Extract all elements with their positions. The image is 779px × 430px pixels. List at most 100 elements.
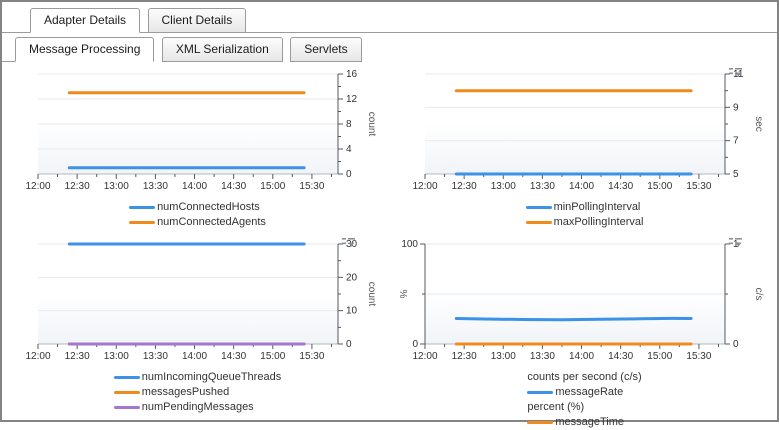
chart-canvas: 12:00 12:30 13:00 13:30 14:00 14:30 15:00 15:30… bbox=[25, 69, 377, 192]
svg-text:13:30: 13:30 bbox=[530, 351, 555, 362]
svg-text:13:30: 13:30 bbox=[143, 181, 168, 192]
chart-queue-and-messages: 12:00 12:30 13:00 13:30 14:00 14:30 15:00 15:30… bbox=[4, 234, 391, 430]
menu-lines-arrow-icon bbox=[342, 238, 355, 247]
chart-menu-icon[interactable] bbox=[729, 67, 742, 78]
svg-text:4: 4 bbox=[346, 144, 352, 155]
legend-line-swatch bbox=[113, 405, 140, 409]
legend-item-numConnectedAgents[interactable]: numConnectedAgents bbox=[129, 215, 266, 230]
chart-legend: numConnectedHosts numConnectedAgents bbox=[4, 200, 391, 230]
legend-item-label: numPendingMessages bbox=[141, 401, 254, 413]
svg-text:14:30: 14:30 bbox=[221, 351, 246, 362]
legend-line-swatch bbox=[113, 375, 140, 379]
chart-legend: numIncomingQueueThreads messagesPushed num… bbox=[4, 370, 391, 415]
tab-servlets[interactable]: Servlets bbox=[290, 37, 362, 62]
svg-text:13:30: 13:30 bbox=[143, 351, 168, 362]
legend-item-label: messagesPushed bbox=[141, 386, 230, 398]
legend-item-messagesPushed[interactable]: messagesPushed bbox=[113, 385, 281, 400]
chart-legend: counts per second (c/s) messageRate percen… bbox=[391, 370, 778, 430]
svg-text:15:00: 15:00 bbox=[647, 181, 672, 192]
legend-item-label: numIncomingQueueThreads bbox=[141, 371, 282, 383]
svg-text:14:30: 14:30 bbox=[608, 181, 633, 192]
legend-line-swatch bbox=[525, 220, 552, 224]
svg-text:13:00: 13:00 bbox=[491, 181, 516, 192]
svg-text:9: 9 bbox=[733, 102, 739, 113]
svg-text:16: 16 bbox=[346, 69, 358, 80]
svg-text:5: 5 bbox=[733, 169, 739, 180]
svg-text:15:30: 15:30 bbox=[686, 351, 711, 362]
legend-item-numIncomingQueueThreads[interactable]: numIncomingQueueThreads bbox=[113, 370, 282, 385]
chart-connected-hosts-agents: 12:00 12:30 13:00 13:30 14:00 14:30 15:00 15:30… bbox=[4, 64, 391, 234]
legend-line-swatch bbox=[527, 420, 554, 424]
svg-text:15:00: 15:00 bbox=[260, 181, 285, 192]
legend-item-messageTime[interactable]: messageTime bbox=[527, 415, 641, 430]
legend-group-label: counts per second (c/s) bbox=[527, 371, 642, 383]
svg-text:12:30: 12:30 bbox=[65, 351, 90, 362]
svg-text:0: 0 bbox=[733, 339, 739, 350]
svg-text:c/s: c/s bbox=[753, 288, 764, 301]
tab-adapter-details[interactable]: Adapter Details bbox=[30, 8, 141, 33]
chart-polling-interval: 12:00 12:30 13:00 13:30 14:00 14:30 15:00 15:30… bbox=[391, 64, 778, 234]
svg-text:10: 10 bbox=[346, 306, 358, 317]
legend-item-numConnectedHosts[interactable]: numConnectedHosts bbox=[129, 200, 266, 215]
svg-text:13:00: 13:00 bbox=[491, 351, 516, 362]
legend-item-minPollingInterval[interactable]: minPollingInterval bbox=[525, 200, 644, 215]
svg-text:15:30: 15:30 bbox=[686, 181, 711, 192]
legend-item-label: numConnectedAgents bbox=[157, 216, 266, 228]
legend-item-label: messageTime bbox=[555, 416, 624, 428]
svg-text:1: 1 bbox=[733, 239, 739, 250]
svg-text:0: 0 bbox=[346, 169, 352, 180]
svg-text:15:30: 15:30 bbox=[299, 181, 324, 192]
legend-line-swatch bbox=[113, 390, 140, 394]
chart-legend: minPollingInterval maxPollingInterval bbox=[391, 200, 778, 230]
chart-canvas: 12:00 12:30 13:00 13:30 14:00 14:30 15:00 15:30… bbox=[412, 69, 764, 192]
legend-group-label: percent (%) bbox=[527, 401, 585, 413]
legend-item-label: minPollingInterval bbox=[553, 201, 641, 213]
svg-text:14:00: 14:00 bbox=[182, 181, 207, 192]
chart-menu-icon[interactable] bbox=[342, 237, 355, 248]
svg-text:15:00: 15:00 bbox=[260, 351, 285, 362]
svg-text:20: 20 bbox=[346, 272, 358, 283]
svg-text:14:00: 14:00 bbox=[569, 181, 594, 192]
menu-lines-arrow-icon bbox=[729, 238, 742, 247]
legend-line-swatch bbox=[527, 390, 554, 394]
svg-text:12:00: 12:00 bbox=[412, 351, 437, 362]
svg-text:12:30: 12:30 bbox=[452, 181, 477, 192]
svg-text:count: count bbox=[366, 112, 377, 137]
tab-strip-baseline bbox=[2, 61, 15, 62]
svg-text:8: 8 bbox=[346, 119, 352, 130]
svg-text:14:30: 14:30 bbox=[608, 351, 633, 362]
svg-text:13:00: 13:00 bbox=[104, 351, 129, 362]
chart-canvas: 12:00 12:30 13:00 13:30 14:00 14:30 15:00 15:30… bbox=[397, 239, 764, 362]
charts-grid: 12:00 12:30 13:00 13:30 14:00 14:30 15:00 15:30… bbox=[2, 62, 777, 430]
tab-xml-serialization[interactable]: XML Serialization bbox=[161, 37, 283, 62]
legend-item-messageRate[interactable]: messageRate bbox=[527, 385, 641, 400]
menu-lines-arrow-icon bbox=[729, 68, 742, 77]
svg-text:7: 7 bbox=[733, 136, 739, 147]
legend-item-maxPollingInterval[interactable]: maxPollingInterval bbox=[525, 215, 644, 230]
chart-message-rate-time: 12:00 12:30 13:00 13:30 14:00 14:30 15:00 15:30… bbox=[391, 234, 778, 430]
svg-text:15:30: 15:30 bbox=[299, 351, 324, 362]
svg-text:12:00: 12:00 bbox=[412, 181, 437, 192]
svg-text:12:30: 12:30 bbox=[65, 181, 90, 192]
tab-client-details[interactable]: Client Details bbox=[147, 8, 247, 33]
tab-message-processing[interactable]: Message Processing bbox=[15, 37, 155, 62]
svg-text:0: 0 bbox=[412, 339, 418, 350]
legend-line-swatch bbox=[525, 205, 552, 209]
svg-text:12:30: 12:30 bbox=[452, 351, 477, 362]
svg-text:sec: sec bbox=[753, 116, 764, 132]
legend-item-numPendingMessages[interactable]: numPendingMessages bbox=[113, 400, 281, 415]
legend-line-swatch bbox=[129, 205, 156, 209]
legend-item-label: maxPollingInterval bbox=[553, 216, 644, 228]
chart-canvas: 12:00 12:30 13:00 13:30 14:00 14:30 15:00 15:30… bbox=[25, 239, 377, 362]
svg-text:13:00: 13:00 bbox=[104, 181, 129, 192]
inner-tab-bar: Message Processing XML Serialization Ser… bbox=[2, 33, 777, 62]
svg-text:12:00: 12:00 bbox=[25, 351, 50, 362]
svg-text:14:00: 14:00 bbox=[569, 351, 594, 362]
legend-line-swatch bbox=[129, 220, 156, 224]
chart-menu-icon[interactable] bbox=[729, 237, 742, 248]
outer-tab-bar: Adapter Details Client Details bbox=[2, 2, 777, 33]
legend-item-label: messageRate bbox=[555, 386, 624, 398]
svg-text:13:30: 13:30 bbox=[530, 181, 555, 192]
svg-text:12:00: 12:00 bbox=[25, 181, 50, 192]
svg-text:count: count bbox=[366, 282, 377, 307]
